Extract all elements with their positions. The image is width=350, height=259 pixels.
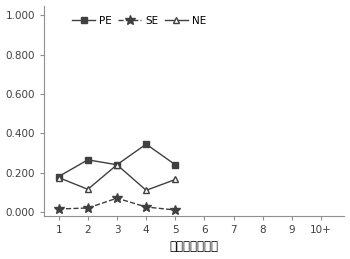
SE	[173, 208, 177, 212]
PE	[173, 163, 177, 166]
NE	[115, 163, 119, 166]
PE	[115, 163, 119, 166]
NE	[144, 189, 148, 192]
Legend: PE, SE, NE: PE, SE, NE	[68, 12, 210, 30]
X-axis label: 継続期間（年）: 継続期間（年）	[170, 240, 219, 254]
NE	[57, 176, 61, 179]
Line: SE: SE	[54, 193, 180, 215]
SE	[144, 205, 148, 208]
NE	[86, 188, 90, 191]
Line: NE: NE	[55, 161, 179, 194]
PE	[57, 175, 61, 178]
SE	[86, 206, 90, 210]
NE	[173, 178, 177, 181]
Line: PE: PE	[55, 141, 179, 180]
PE	[144, 142, 148, 146]
PE	[86, 158, 90, 161]
SE	[115, 197, 119, 200]
SE	[57, 207, 61, 211]
